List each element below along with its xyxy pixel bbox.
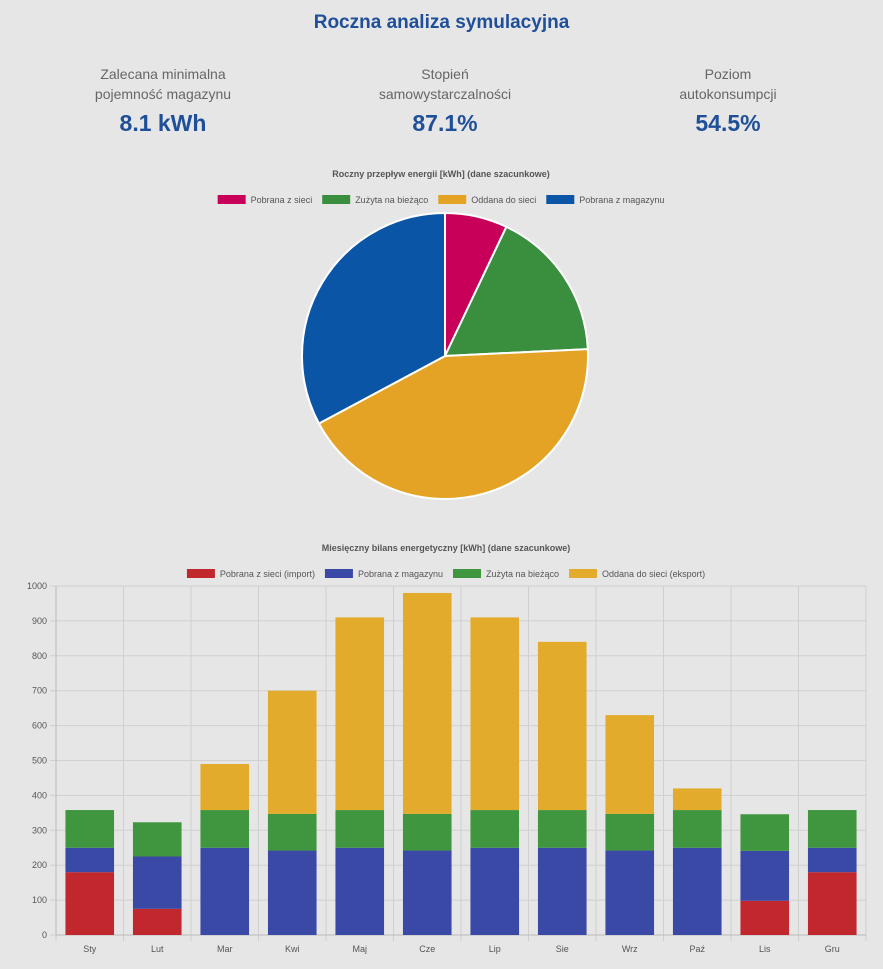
legend-label: Pobrana z sieci (251, 195, 313, 205)
kpi-label: Stopień (421, 66, 469, 82)
legend-label: Zużyta na bieżąco (486, 569, 559, 579)
bar-segment (335, 810, 385, 848)
kpi-value: 87.1% (412, 110, 478, 136)
kpi-storage-capacity: Zalecana minimalna pojemność magazynu 8.… (53, 64, 273, 137)
kpi-label: Poziom (704, 66, 752, 82)
bar-segment (537, 641, 587, 811)
bar-segment (335, 617, 385, 811)
pie-chart: Roczny przepływ energii [kWh] (dane szac… (217, 169, 664, 500)
legend-label: Oddana do sieci (471, 195, 536, 205)
bar-segment (537, 810, 587, 848)
bar-segment (605, 813, 655, 851)
legend-label: Pobrana z magazynu (358, 569, 443, 579)
kpi-label: autokonsumpcji (679, 86, 777, 102)
bar-segment (65, 872, 115, 935)
bar-chart: Miesięczny bilans energetyczny [kWh] (da… (27, 543, 867, 954)
y-tick-label: 100 (32, 895, 47, 905)
bar-segment (470, 810, 520, 848)
bar-segment (65, 847, 115, 873)
bar-segment (267, 690, 317, 814)
bar-segment (200, 847, 250, 935)
legend-swatch (452, 569, 481, 578)
kpi-value: 8.1 kWh (119, 110, 207, 136)
kpi-label: Zalecana minimalna (100, 66, 226, 82)
legend-swatch (324, 569, 353, 578)
legend-label: Oddana do sieci (eksport) (602, 569, 705, 579)
bar-segment (672, 810, 722, 848)
bar-segment (132, 908, 182, 935)
y-tick-label: 400 (32, 790, 47, 800)
bar-segment (402, 850, 452, 935)
kpi-self-sufficiency: Stopień samowystarczalności 87.1% (335, 64, 555, 137)
x-tick-label: Cze (419, 944, 435, 954)
legend-swatch (546, 195, 575, 204)
x-tick-label: Lut (151, 944, 164, 954)
pie-chart-title: Roczny przepływ energii [kWh] (dane szac… (332, 169, 550, 179)
bar-segment (402, 592, 452, 814)
y-tick-label: 1000 (27, 581, 47, 591)
bar-segment (132, 856, 182, 909)
bar-segment (672, 847, 722, 935)
y-tick-label: 800 (32, 651, 47, 661)
bar-segment (267, 813, 317, 851)
legend-swatch (217, 195, 246, 204)
pie-slice (301, 211, 446, 425)
y-tick-label: 300 (32, 825, 47, 835)
bar-segment (470, 847, 520, 935)
bar-segment (807, 847, 857, 873)
y-tick-label: 700 (32, 686, 47, 696)
bar-segment (132, 822, 182, 857)
bar-chart-title: Miesięczny bilans energetyczny [kWh] (da… (322, 543, 571, 553)
y-tick-label: 900 (32, 616, 47, 626)
kpi-self-consumption: Poziom autokonsumpcji 54.5% (618, 64, 838, 137)
bar-segment (740, 850, 790, 901)
page-title: Roczna analiza symulacyjna (313, 12, 570, 33)
kpi-value: 54.5% (695, 110, 761, 136)
legend-label: Pobrana z sieci (import) (220, 569, 315, 579)
bar-segment (807, 872, 857, 935)
bar-segment (740, 900, 790, 935)
legend-swatch (186, 569, 215, 578)
x-tick-label: Kwi (285, 944, 300, 954)
bar-segment (402, 813, 452, 851)
bar-segment (65, 810, 115, 848)
pie-slice (317, 348, 589, 500)
bar-segment (200, 763, 250, 811)
x-tick-label: Maj (352, 944, 367, 954)
bar-segment (470, 617, 520, 811)
bar-segment (200, 810, 250, 848)
pie-slice (443, 225, 589, 358)
y-tick-label: 600 (32, 721, 47, 731)
legend-swatch (569, 569, 598, 578)
x-tick-label: Lip (489, 944, 501, 954)
legend-swatch (322, 195, 351, 204)
y-tick-label: 500 (32, 756, 47, 766)
bar-segment (672, 788, 722, 811)
x-tick-label: Paź (689, 944, 705, 954)
x-tick-label: Sie (556, 944, 569, 954)
bar-segment (740, 814, 790, 851)
y-tick-label: 200 (32, 860, 47, 870)
bar-segment (807, 810, 857, 848)
bar-segment (605, 850, 655, 935)
x-tick-label: Wrz (622, 944, 638, 954)
kpi-label: pojemność magazynu (94, 86, 232, 102)
bar-segment (335, 847, 385, 935)
legend-label: Zużyta na bieżąco (355, 195, 428, 205)
y-tick-label: 0 (42, 930, 47, 940)
x-tick-label: Mar (217, 944, 233, 954)
legend-label: Pobrana z magazynu (579, 195, 664, 205)
x-tick-label: Gru (825, 944, 840, 954)
x-tick-label: Sty (83, 944, 97, 954)
bar-segment (267, 850, 317, 935)
legend-swatch (438, 195, 467, 204)
bar-segment (537, 847, 587, 935)
x-tick-label: Lis (759, 944, 771, 954)
kpi-label: samowystarczalności (378, 86, 512, 102)
bar-segment (605, 715, 655, 814)
